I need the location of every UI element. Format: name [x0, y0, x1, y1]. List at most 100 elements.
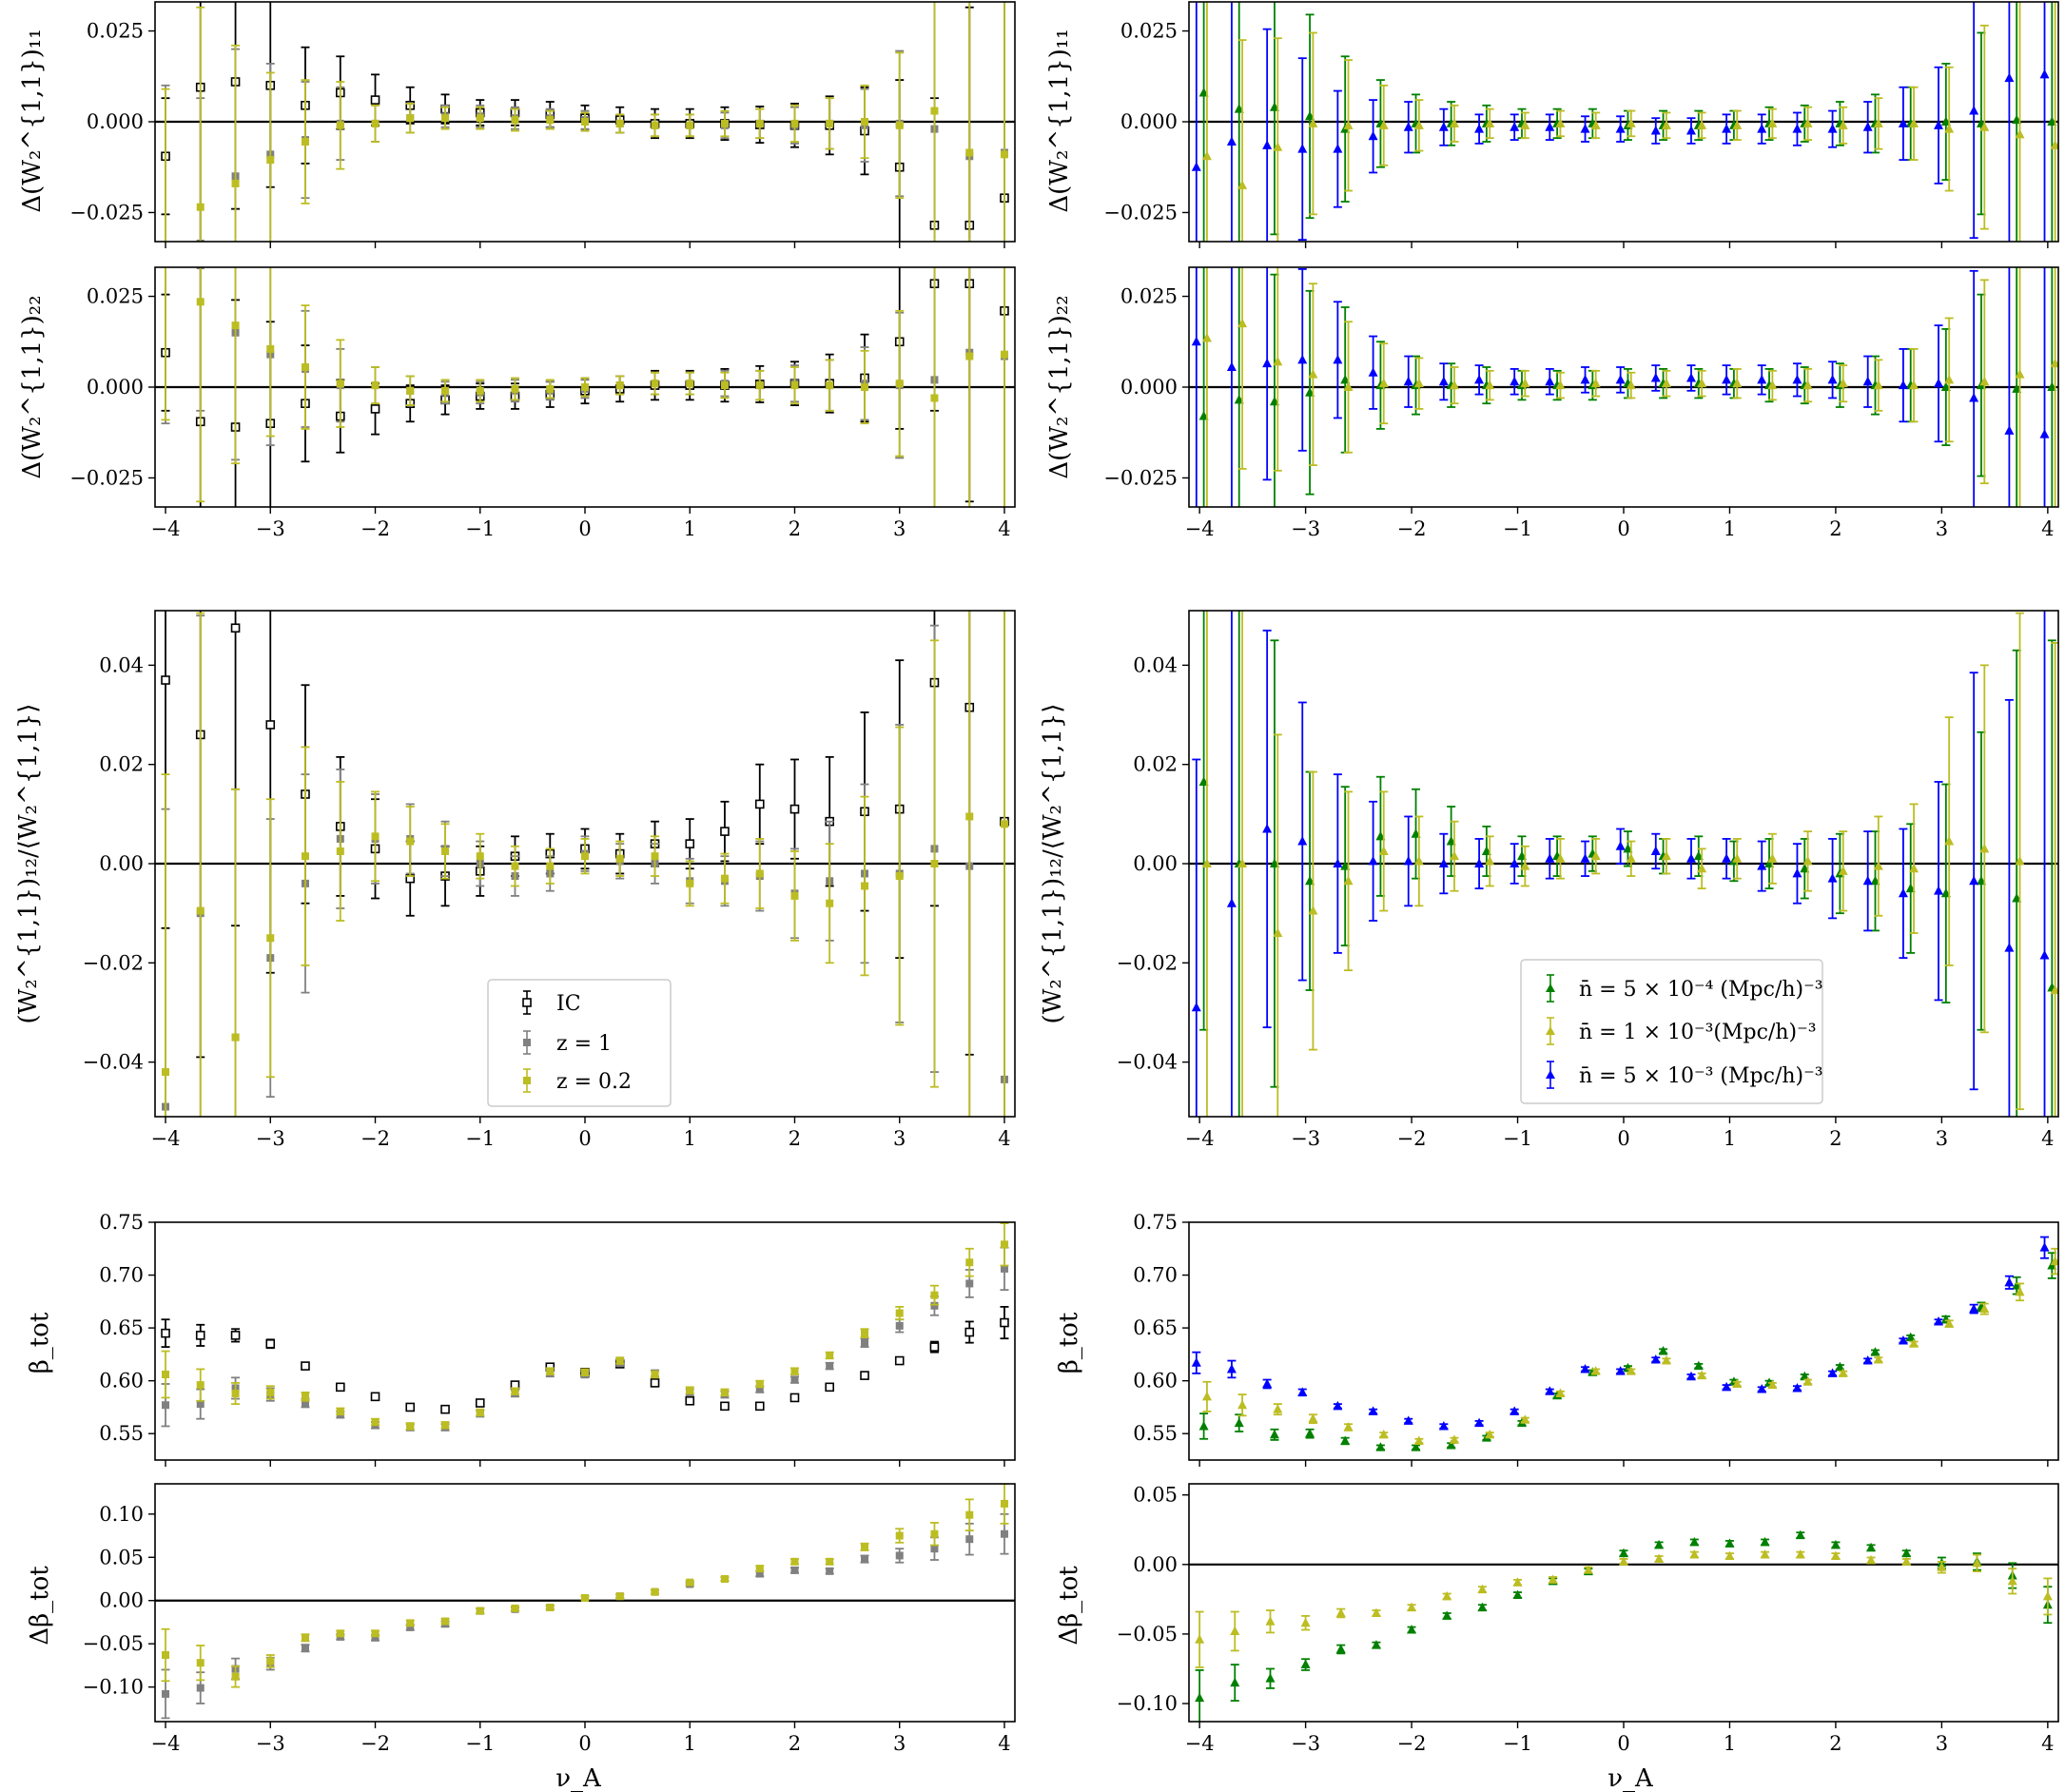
series-z02	[161, 1484, 1009, 1688]
ylabel-left-row4: β_tot	[26, 1312, 54, 1373]
data-point	[161, 1627, 170, 1683]
data-point	[1237, 39, 1248, 242]
x-tick-label: 1	[1724, 517, 1736, 540]
marker-triangle	[1934, 378, 1944, 388]
data-point	[2004, 698, 2015, 1117]
x-tick-label: 1	[684, 1732, 696, 1755]
data-point	[1413, 1435, 1424, 1445]
data-points	[1191, 267, 2058, 507]
data-point	[1650, 832, 1661, 870]
marker-triangle	[1873, 118, 1883, 127]
marker-square	[441, 386, 450, 395]
data-point	[1838, 1368, 1848, 1377]
marker-triangle	[1333, 144, 1343, 153]
marker-square-open	[929, 1342, 940, 1352]
marker-triangle	[1944, 374, 1955, 384]
marker-triangle	[1403, 376, 1413, 386]
marker-square	[861, 118, 869, 126]
data-point	[1340, 1435, 1351, 1446]
data-point	[440, 1404, 450, 1414]
data-point	[754, 763, 765, 846]
data-point	[1449, 1434, 1459, 1444]
data-point	[1201, 611, 1212, 1117]
data-point	[1792, 1382, 1802, 1393]
marker-square	[615, 1356, 624, 1365]
marker-triangle	[1485, 118, 1495, 127]
y-tick-label: −0.02	[83, 951, 144, 974]
marker-triangle	[1590, 378, 1601, 388]
marker-triangle	[1198, 1420, 1209, 1431]
marker-square	[406, 837, 415, 846]
marker-triangle	[1449, 850, 1459, 861]
data-point	[1297, 701, 1308, 982]
data-point	[2007, 1568, 2017, 1595]
marker-triangle	[1979, 1303, 1990, 1314]
marker-triangle	[1368, 1406, 1378, 1415]
marker-square-open	[650, 1378, 660, 1388]
data-point	[1230, 1664, 1240, 1702]
data-point	[2039, 2, 2050, 242]
data-point	[405, 806, 415, 877]
data-point	[720, 371, 730, 399]
data-point	[265, 71, 275, 242]
data-point	[895, 726, 905, 1026]
data-point	[860, 1337, 869, 1349]
data-point	[1262, 28, 1273, 242]
ylabel-right-row3: (W₂^{1,1})₁₂/⟨W₂^{1,1}⟩	[1039, 704, 1067, 1024]
data-point	[1697, 1370, 1707, 1380]
marker-triangle	[1802, 118, 1813, 127]
data-point	[615, 1592, 625, 1601]
marker-triangle	[1661, 850, 1671, 861]
marker-triangle	[1378, 1429, 1389, 1439]
data-points	[1191, 1236, 2058, 1451]
marker-triangle	[1305, 1428, 1315, 1438]
marker-triangle	[1333, 1400, 1343, 1411]
data-point	[195, 1323, 205, 1347]
data-point	[1269, 1428, 1279, 1441]
data-point	[1230, 1610, 1240, 1652]
data-point	[1802, 368, 1813, 403]
data-point	[755, 1379, 765, 1389]
marker-square	[755, 119, 764, 127]
y-tick-label: 0.55	[1133, 1422, 1178, 1445]
marker-square-open	[265, 720, 276, 730]
data-point	[1335, 1644, 1346, 1655]
marker-triangle	[1909, 1338, 1919, 1348]
data-point	[2039, 267, 2050, 507]
x-tick-label: 4	[2041, 1732, 2054, 1755]
data-point	[615, 375, 625, 396]
series-IC	[161, 611, 1009, 1117]
marker-triangle	[1937, 1562, 1947, 1571]
marker-triangle	[1333, 858, 1343, 867]
data-point	[1732, 1378, 1743, 1388]
marker-square	[755, 1569, 764, 1578]
data-point	[1474, 364, 1485, 396]
y-tick-label: 0.65	[99, 1316, 144, 1339]
marker-square-open	[440, 1404, 450, 1414]
marker-triangle	[1545, 122, 1555, 131]
marker-square	[546, 1367, 555, 1375]
marker-triangle	[1403, 855, 1413, 866]
data-point	[1969, 269, 1979, 507]
marker-triangle	[2050, 984, 2058, 994]
data-point	[720, 1575, 730, 1583]
data-point	[860, 1328, 869, 1339]
marker-triangle	[1297, 1387, 1308, 1396]
marker-triangle	[1262, 140, 1273, 149]
marker-triangle	[1827, 1368, 1838, 1377]
data-point	[1297, 57, 1308, 241]
data-point	[1000, 1484, 1009, 1525]
marker-square	[895, 1309, 904, 1317]
data-point	[1226, 1359, 1237, 1379]
data-point	[1335, 1607, 1346, 1619]
data-point	[755, 1565, 765, 1573]
marker-triangle	[1474, 124, 1485, 133]
data-point	[1830, 1550, 1841, 1561]
data-point	[371, 1629, 380, 1638]
marker-triangle	[1802, 855, 1813, 866]
y-tick-label: 0.65	[1133, 1316, 1178, 1339]
data-point	[1378, 1429, 1389, 1439]
marker-square	[755, 1385, 764, 1393]
marker-square	[790, 1367, 799, 1375]
